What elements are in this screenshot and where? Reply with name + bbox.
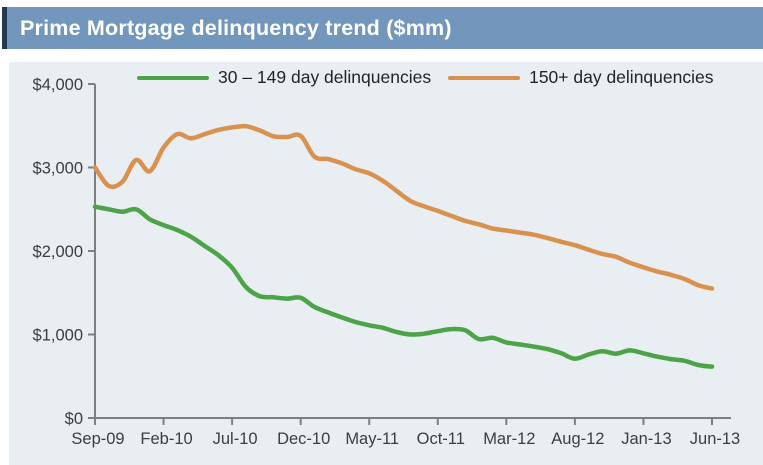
legend-label: 150+ day delinquencies: [529, 67, 714, 87]
y-axis-tick-label: $1,000: [33, 327, 83, 345]
x-axis-tick-label: Mar-12: [483, 430, 535, 448]
x-axis-tick-label: Jan-13: [621, 430, 671, 448]
orange-series-line: [92, 123, 715, 291]
title-bar: Prime Mortgage delinquency trend ($mm): [2, 7, 763, 49]
chart-legend: 30 – 149 day delinquencies 150+ day deli…: [137, 67, 713, 88]
y-axis-tick-label: $0: [65, 410, 83, 428]
page-title: Prime Mortgage delinquency trend ($mm): [20, 15, 452, 40]
green-series-line: [92, 204, 715, 369]
x-axis-tick-label: Dec-10: [277, 430, 330, 448]
y-axis-tick-label: $4,000: [33, 76, 83, 94]
y-axis-tick-label: $3,000: [33, 160, 83, 178]
legend-item-30-149-day: 30 – 149 day delinquencies: [137, 67, 431, 88]
legend-item-150-plus-day: 150+ day delinquencies: [448, 67, 713, 88]
x-axis-tick-label: Jun-13: [690, 430, 740, 448]
x-axis-tick-label: Sep-09: [71, 430, 124, 448]
x-axis-tick-label: Aug-12: [551, 430, 604, 448]
orange-line-swatch-icon: [448, 75, 521, 80]
chart-plot: $0 $1,000 $2,000 $3,000 $4,000 Sep-09 Feb-10 Ju…: [33, 76, 741, 448]
x-axis-tick-label: Jul-10: [213, 430, 258, 448]
y-axis-tick-label: $2,000: [33, 243, 83, 261]
x-axis-tick-label: May-11: [345, 430, 399, 448]
chart-panel: $0 $1,000 $2,000 $3,000 $4,000 Sep-09 Feb-10 Ju…: [9, 62, 763, 465]
x-axis-tick-label: Oct-11: [417, 430, 465, 448]
green-line-swatch-icon: [137, 75, 209, 80]
legend-label: 30 – 149 day delinquencies: [218, 67, 432, 87]
x-axis-tick-label: Feb-10: [140, 430, 192, 448]
